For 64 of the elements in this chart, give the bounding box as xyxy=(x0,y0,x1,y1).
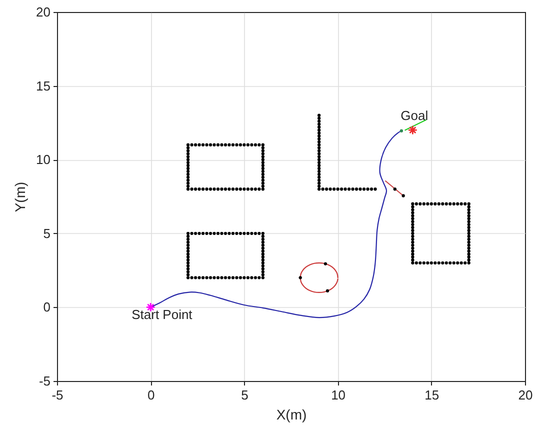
x-tick-label: 0 xyxy=(147,388,155,402)
point xyxy=(318,149,321,152)
point xyxy=(318,128,321,132)
point xyxy=(318,188,321,191)
y-tick-label: 10 xyxy=(36,152,50,168)
point xyxy=(318,116,321,120)
point xyxy=(318,176,321,179)
line-series xyxy=(300,262,338,293)
point xyxy=(400,129,404,132)
point xyxy=(318,137,321,141)
point xyxy=(332,188,336,191)
point xyxy=(347,188,351,191)
point xyxy=(340,188,344,191)
x-axis-title: X(m) xyxy=(276,406,307,422)
point xyxy=(324,188,328,191)
annotation: Goal xyxy=(400,108,428,124)
y-tick-label: -5 xyxy=(38,374,50,388)
point xyxy=(408,125,418,135)
point xyxy=(318,158,321,162)
point xyxy=(362,188,366,191)
point xyxy=(318,120,321,123)
point xyxy=(354,188,358,191)
point xyxy=(318,143,321,146)
point xyxy=(321,188,324,191)
y-axis-title: Y(m) xyxy=(12,182,28,212)
point xyxy=(318,146,321,150)
y-tick-label: 20 xyxy=(36,4,50,20)
y-tick-label: 0 xyxy=(43,300,50,315)
point xyxy=(318,178,321,182)
point xyxy=(351,188,354,191)
x-tick-label: 5 xyxy=(241,388,248,402)
point xyxy=(326,289,330,292)
point xyxy=(393,188,396,191)
point xyxy=(324,262,328,266)
point xyxy=(318,155,321,158)
point xyxy=(344,188,347,191)
point xyxy=(318,122,321,126)
point xyxy=(298,276,302,280)
point xyxy=(402,194,405,198)
point xyxy=(318,172,321,176)
point xyxy=(318,184,321,188)
point xyxy=(318,152,321,156)
point xyxy=(318,164,321,168)
point xyxy=(318,170,321,173)
x-tick-label: 20 xyxy=(518,388,533,402)
x-tick-label: 15 xyxy=(424,388,440,402)
point xyxy=(318,126,321,129)
y-tick-label: 5 xyxy=(43,226,50,241)
point xyxy=(318,160,321,164)
x-tick-label: 10 xyxy=(331,388,346,402)
point xyxy=(370,188,374,191)
annotation: Start Point xyxy=(132,307,193,322)
point xyxy=(366,188,370,191)
point xyxy=(318,114,321,117)
point xyxy=(318,134,321,138)
point xyxy=(328,188,332,191)
point xyxy=(318,131,321,135)
point xyxy=(318,140,321,144)
point xyxy=(318,182,321,185)
y-tick-label: 15 xyxy=(36,78,50,94)
point xyxy=(358,188,362,191)
point xyxy=(318,166,321,170)
point xyxy=(336,188,340,191)
point xyxy=(374,188,377,191)
